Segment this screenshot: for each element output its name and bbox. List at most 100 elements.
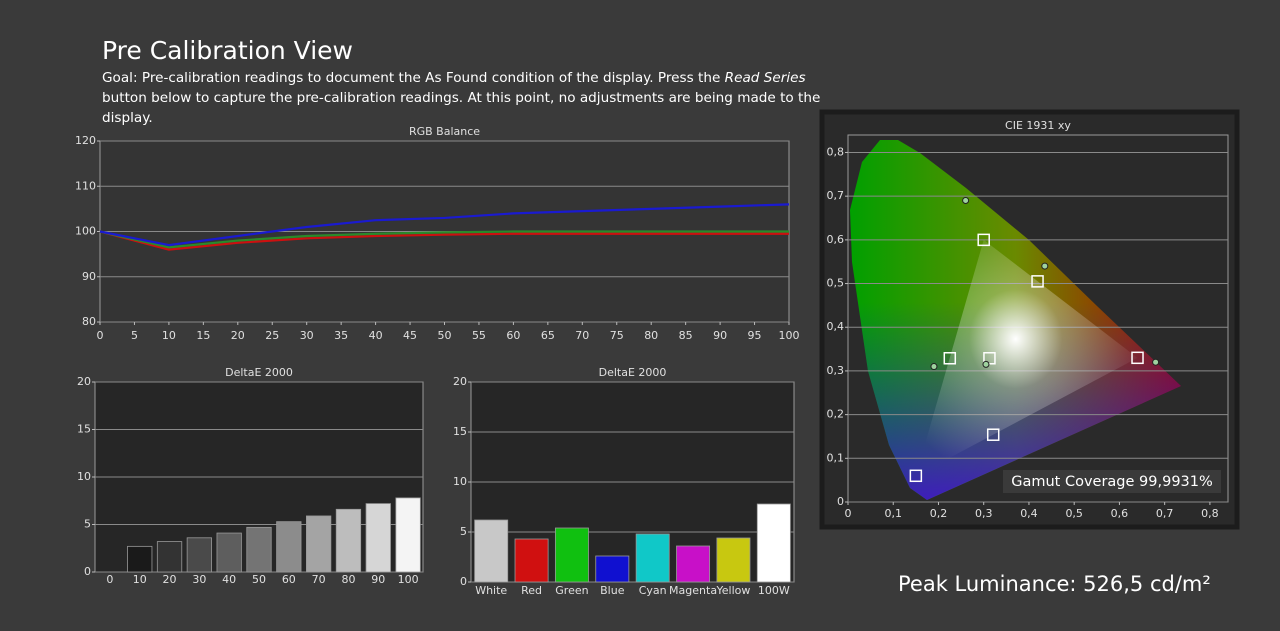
bar xyxy=(276,521,302,573)
peak-luminance: Peak Luminance: 526,5 cd/m² xyxy=(898,572,1211,596)
bar xyxy=(635,533,670,583)
target-point xyxy=(983,352,996,365)
y-tick-label: 100 xyxy=(75,225,96,238)
bar xyxy=(716,537,751,583)
x-tick-label: White xyxy=(475,584,507,597)
measured-point xyxy=(1041,262,1049,270)
y-tick-label: 5 xyxy=(460,525,467,538)
y-tick-label: 0,4 xyxy=(827,320,845,333)
series-line xyxy=(99,230,789,249)
chart-title: DeltaE 2000 xyxy=(599,366,667,379)
goal-text: Goal: Pre-calibration readings to docume… xyxy=(102,68,854,128)
annotation-box xyxy=(1003,470,1221,493)
y-tick-label: 20 xyxy=(453,375,467,388)
x-tick-label: 30 xyxy=(192,573,206,586)
x-tick-label: 0,8 xyxy=(1201,507,1219,520)
bar xyxy=(246,526,272,573)
target-point xyxy=(986,428,1000,441)
bar xyxy=(554,527,589,583)
x-tick-label: 55 xyxy=(472,329,486,342)
measured-point xyxy=(930,363,938,371)
target-point xyxy=(977,233,990,247)
x-tick-label: 0,4 xyxy=(1020,507,1038,520)
y-tick-label: 0,5 xyxy=(827,277,845,290)
x-tick-label: 95 xyxy=(748,329,762,342)
x-tick-label: 100W xyxy=(758,584,790,597)
target-point xyxy=(909,469,923,483)
series-line xyxy=(99,203,790,247)
y-tick-label: 90 xyxy=(82,270,96,283)
bar xyxy=(474,519,509,583)
bar xyxy=(335,508,362,573)
bar xyxy=(306,515,332,573)
x-tick-label: 30 xyxy=(300,329,314,342)
goal-text: Goal: Pre-calibration readings to docume… xyxy=(102,70,725,86)
measured-point xyxy=(982,360,990,368)
x-tick-label: 0,1 xyxy=(884,507,902,520)
button-name: Read Series xyxy=(724,70,806,86)
y-tick-label: 0,1 xyxy=(827,451,845,464)
x-tick-label: 35 xyxy=(334,329,348,342)
x-tick-label: Green xyxy=(555,584,588,597)
x-tick-label: 80 xyxy=(644,329,658,342)
y-tick-label: 0 xyxy=(460,575,467,588)
bar xyxy=(595,555,630,583)
x-tick-label: Red xyxy=(521,584,542,597)
x-tick-label: 50 xyxy=(438,329,452,342)
x-tick-label: 25 xyxy=(265,329,279,342)
x-tick-label: Cyan xyxy=(639,584,667,597)
x-tick-label: 65 xyxy=(541,329,555,342)
x-tick-label: 20 xyxy=(163,573,177,586)
bar xyxy=(127,545,153,573)
bar xyxy=(676,545,711,583)
series-line xyxy=(99,230,789,251)
y-tick-label: 10 xyxy=(77,470,91,483)
x-tick-label: 90 xyxy=(713,329,727,342)
x-tick-label: 0 xyxy=(845,507,852,520)
goal-text: button below to capture the pre-calibrat… xyxy=(102,90,821,126)
x-tick-label: 60 xyxy=(282,573,296,586)
x-tick-label: Yellow xyxy=(716,584,751,597)
target-point xyxy=(1031,275,1044,288)
annotation: Gamut Coverage 99,9931% xyxy=(1011,474,1213,490)
x-tick-label: 60 xyxy=(506,329,520,342)
chart-title: RGB Balance xyxy=(409,125,480,138)
gamut-triangle xyxy=(915,239,1138,476)
x-tick-label: 75 xyxy=(610,329,624,342)
x-tick-label: Blue xyxy=(600,584,625,597)
x-tick-label: 80 xyxy=(341,573,355,586)
x-tick-label: 70 xyxy=(575,329,589,342)
chart-title: DeltaE 2000 xyxy=(225,366,293,379)
target-point xyxy=(943,352,957,365)
y-tick-label: 0,3 xyxy=(827,364,845,377)
y-tick-label: 0,2 xyxy=(827,408,845,421)
x-tick-label: 100 xyxy=(779,329,800,342)
bar xyxy=(186,537,212,573)
y-tick-label: 15 xyxy=(453,425,467,438)
x-tick-label: Magenta xyxy=(669,584,717,597)
x-tick-label: 0 xyxy=(106,573,113,586)
bar xyxy=(395,497,421,573)
x-tick-label: 0,3 xyxy=(975,507,993,520)
x-tick-label: 0 xyxy=(97,329,104,342)
x-tick-label: 10 xyxy=(162,329,176,342)
bar xyxy=(756,503,791,583)
chart-title: CIE 1931 xy xyxy=(1005,119,1071,132)
x-tick-label: 0,2 xyxy=(930,507,948,520)
bar xyxy=(514,538,549,583)
y-tick-label: 120 xyxy=(75,134,96,147)
x-tick-label: 40 xyxy=(222,573,236,586)
x-tick-label: 100 xyxy=(398,573,419,586)
x-tick-label: 50 xyxy=(252,573,266,586)
y-tick-label: 0 xyxy=(837,495,844,508)
x-tick-label: 40 xyxy=(369,329,383,342)
y-tick-label: 0,8 xyxy=(827,145,845,158)
target-point xyxy=(1131,351,1144,365)
y-tick-label: 0,6 xyxy=(827,233,845,246)
measured-point xyxy=(1152,358,1160,366)
y-tick-label: 20 xyxy=(77,375,91,388)
x-tick-label: 0,5 xyxy=(1065,507,1083,520)
x-tick-label: 0,7 xyxy=(1156,507,1174,520)
